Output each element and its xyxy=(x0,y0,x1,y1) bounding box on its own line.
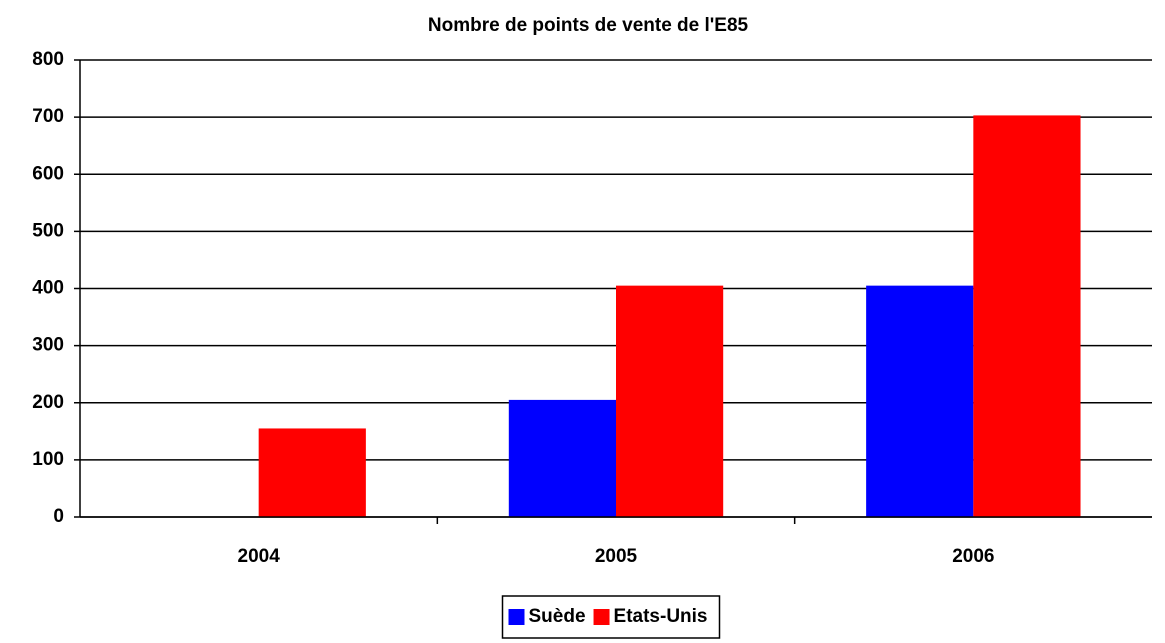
y-tick-label: 100 xyxy=(32,449,64,470)
bar xyxy=(973,115,1081,517)
x-tick-label: 2005 xyxy=(595,546,638,567)
legend-label: Etats-Unis xyxy=(614,606,708,627)
y-tick-label: 600 xyxy=(32,163,64,184)
legend-box xyxy=(501,595,721,639)
y-tick-label: 200 xyxy=(32,392,64,413)
y-tick-label: 300 xyxy=(32,335,64,356)
legend-swatch xyxy=(593,609,610,625)
x-tick-label: 2004 xyxy=(238,546,281,567)
chart-title: Nombre de points de vente de l'E85 xyxy=(428,15,749,36)
x-tick-label: 2006 xyxy=(952,546,994,567)
y-tick-label: 800 xyxy=(32,49,64,70)
legend-swatch xyxy=(508,609,525,625)
y-tick-label: 0 xyxy=(53,506,64,527)
y-tick-label: 400 xyxy=(32,278,64,299)
bar xyxy=(616,285,724,517)
bar xyxy=(508,399,616,517)
y-tick-label: 500 xyxy=(32,220,64,241)
legend: Suède Etats-Unis xyxy=(501,595,721,639)
legend-label: Suède xyxy=(529,606,586,627)
y-tick-label: 700 xyxy=(32,106,64,127)
bar xyxy=(866,285,974,517)
bar xyxy=(258,428,366,517)
